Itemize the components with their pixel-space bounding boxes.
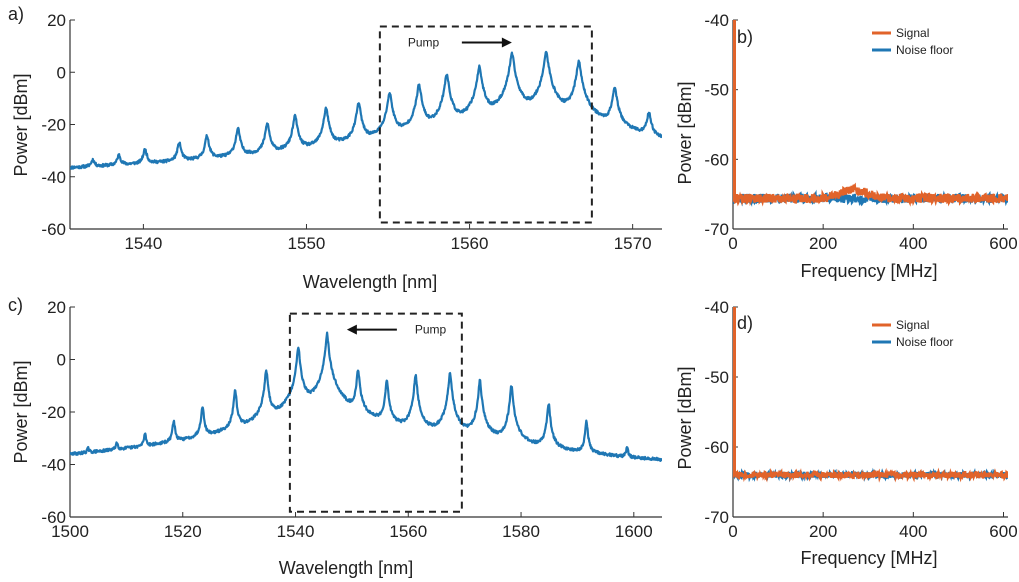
- y-tick-label: -60: [704, 438, 729, 457]
- x-tick-label: 0: [728, 522, 737, 541]
- y-tick-label: -60: [41, 508, 66, 527]
- y-axis-title: Power [dBm]: [11, 360, 31, 463]
- panel-label: c): [8, 295, 23, 315]
- x-axis-title: Frequency [MHz]: [800, 548, 937, 568]
- x-axis-title: Wavelength [nm]: [279, 558, 413, 578]
- y-axis-title: Power [dBm]: [11, 73, 31, 176]
- y-tick-label: -20: [41, 116, 66, 135]
- y-tick-label: 0: [57, 63, 66, 82]
- signal-line: [733, 182, 1008, 207]
- x-tick-label: 1580: [502, 522, 540, 541]
- x-tick-label: 600: [989, 234, 1017, 253]
- plot-area: [733, 182, 1008, 207]
- x-tick-label: 1560: [389, 522, 427, 541]
- y-tick-label: -60: [41, 220, 66, 239]
- panel-b: b) Frequency [MHz] Power [dBm] Signal No…: [675, 11, 1018, 281]
- legend-label-noise: Noise floor: [896, 335, 953, 349]
- plot-area: [733, 467, 1008, 483]
- y-tick-label: 0: [57, 351, 66, 370]
- x-tick-label: 1570: [614, 234, 652, 253]
- pump-region-box: [378, 25, 593, 224]
- y-tick-label: 20: [47, 11, 66, 30]
- y-tick-label: -40: [41, 456, 66, 475]
- x-axis-title: Frequency [MHz]: [800, 261, 937, 281]
- y-tick-label: -60: [704, 150, 729, 169]
- x-tick-label: 1520: [164, 522, 202, 541]
- signal-line: [733, 467, 1008, 483]
- x-axis-title: Wavelength [nm]: [303, 272, 437, 292]
- x-tick-label: 200: [809, 522, 837, 541]
- x-tick-label: 1540: [277, 522, 315, 541]
- legend-label-signal: Signal: [896, 26, 929, 40]
- x-tick-label: 600: [989, 522, 1017, 541]
- y-tick-label: -50: [704, 368, 729, 387]
- y-tick-label: -20: [41, 403, 66, 422]
- x-tick-label: 400: [899, 234, 927, 253]
- y-tick-label: -40: [41, 168, 66, 187]
- x-tick-label: 0: [728, 234, 737, 253]
- panel-label: d): [737, 313, 753, 333]
- panel-label: a): [8, 4, 24, 24]
- pump-label: Pump: [408, 36, 440, 50]
- spectrum-line: [70, 331, 662, 462]
- x-tick-label: 1540: [124, 234, 162, 253]
- y-tick-label: -50: [704, 81, 729, 100]
- y-axis-title: Power [dBm]: [675, 81, 695, 184]
- y-tick-label: -40: [704, 298, 729, 317]
- panel-label: b): [737, 27, 753, 47]
- panel-c: c) Wavelength [nm] Power [dBm] Pump 1500…: [8, 295, 662, 578]
- legend-label-noise: Noise floor: [896, 43, 953, 57]
- plot-area: [70, 50, 662, 170]
- panel-d: d) Frequency [MHz] Power [dBm] Signal No…: [675, 298, 1018, 568]
- spectrum-line: [70, 50, 662, 170]
- pump-region-box: [288, 312, 463, 513]
- pump-arrow-head: [346, 324, 357, 335]
- x-tick-label: 200: [809, 234, 837, 253]
- x-tick-label: 1600: [615, 522, 653, 541]
- y-tick-label: -70: [704, 220, 729, 239]
- x-tick-label: 1500: [51, 522, 89, 541]
- pump-arrow-head: [501, 37, 512, 48]
- y-tick-label: -40: [704, 11, 729, 30]
- legend-label-signal: Signal: [896, 318, 929, 332]
- x-tick-label: 400: [899, 522, 927, 541]
- plot-area: [70, 331, 662, 462]
- panel-a: a) Wavelength [nm] Power [dBm] Pump 1540…: [8, 4, 662, 292]
- y-axis-title: Power [dBm]: [675, 366, 695, 469]
- legend: Signal Noise floor: [872, 26, 953, 57]
- y-tick-label: 20: [47, 298, 66, 317]
- pump-label: Pump: [415, 323, 447, 337]
- x-tick-label: 1550: [288, 234, 326, 253]
- legend: Signal Noise floor: [872, 318, 953, 349]
- x-tick-label: 1560: [451, 234, 489, 253]
- y-tick-label: -70: [704, 508, 729, 527]
